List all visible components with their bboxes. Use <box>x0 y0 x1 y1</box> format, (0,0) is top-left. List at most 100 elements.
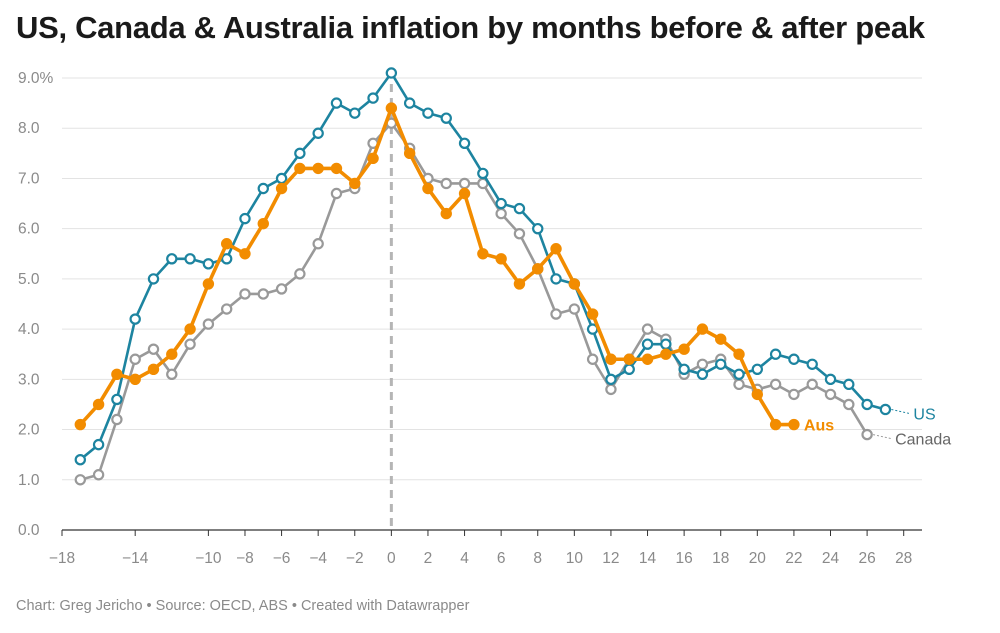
y-tick-label: 3.0 <box>18 371 40 388</box>
series-labels: Canada US Aus <box>804 406 951 448</box>
data-point-us <box>294 147 306 160</box>
data-point-us <box>257 182 269 195</box>
series-line-aus <box>78 106 796 427</box>
data-point-aus <box>788 418 800 431</box>
data-point-aus <box>330 162 343 175</box>
data-point-us <box>861 398 873 411</box>
data-point-canada <box>586 353 599 365</box>
data-point-aus <box>202 278 215 290</box>
data-point-us <box>184 253 196 265</box>
data-point-canada <box>312 238 324 250</box>
data-point-canada <box>550 308 562 320</box>
data-point-canada <box>458 177 471 190</box>
data-point-us <box>623 363 635 375</box>
series-line-us <box>78 71 887 461</box>
data-point-us <box>605 373 617 386</box>
data-point-us <box>715 358 727 370</box>
y-tick-label: 5.0 <box>18 271 40 288</box>
data-point-us <box>641 338 654 350</box>
x-tick-label: −6 <box>273 550 291 567</box>
data-point-us <box>458 137 471 149</box>
data-point-us <box>367 92 379 104</box>
data-point-us <box>879 403 892 416</box>
data-point-aus <box>403 147 416 160</box>
data-point-aus <box>349 177 361 190</box>
data-point-aus <box>166 348 178 360</box>
data-point-canada <box>294 268 306 280</box>
data-point-aus <box>385 102 398 114</box>
data-point-us <box>202 258 215 270</box>
y-tick-label: 4.0 <box>18 321 40 338</box>
data-point-us <box>733 368 745 381</box>
y-tick-label: 7.0 <box>18 170 40 187</box>
x-tick-label: 0 <box>387 550 396 567</box>
data-point-aus <box>220 238 233 250</box>
data-point-canada <box>843 398 855 411</box>
data-point-us <box>330 97 343 109</box>
data-point-aus <box>550 243 562 255</box>
y-tick-label: 1.0 <box>18 472 40 489</box>
series-line-canada <box>78 121 869 482</box>
data-point-us <box>403 97 416 109</box>
data-point-aus <box>532 263 544 275</box>
data-point-us <box>74 453 86 466</box>
data-point-aus <box>696 323 709 335</box>
x-tick-label: −8 <box>236 550 254 567</box>
data-point-us <box>477 167 489 180</box>
data-point-aus <box>184 323 196 335</box>
data-point-canada <box>129 353 141 365</box>
data-point-canada <box>605 383 617 396</box>
data-point-aus <box>660 348 672 360</box>
x-axis: −18 −14 −10 −8 −6 −4 −2 0 2 4 6 8 10 12 14 16 18 20 22 24 26… <box>49 529 922 567</box>
data-point-aus <box>513 278 526 290</box>
x-tick-label: −18 <box>49 550 75 567</box>
chart-title: US, Canada & Australia inflation by mont… <box>16 10 925 45</box>
data-point-us <box>769 348 782 360</box>
y-tick-label: 6.0 <box>18 221 40 238</box>
x-tick-label: −4 <box>309 550 327 567</box>
data-point-aus <box>111 368 123 381</box>
data-point-aus <box>92 398 105 411</box>
data-point-us <box>513 202 526 215</box>
data-point-canada <box>824 388 837 401</box>
data-point-us <box>385 67 398 79</box>
data-point-us <box>495 197 507 210</box>
data-point-us <box>678 363 690 375</box>
data-point-aus <box>751 388 764 401</box>
data-point-canada <box>330 187 343 200</box>
data-point-canada <box>202 318 215 330</box>
data-point-us <box>166 253 178 265</box>
x-tick-label: −10 <box>195 550 222 567</box>
x-tick-label: 26 <box>858 550 875 567</box>
data-point-aus <box>147 363 160 375</box>
data-point-canada <box>641 323 654 335</box>
data-point-aus <box>440 207 452 220</box>
data-point-canada <box>568 303 581 315</box>
x-tick-label: 2 <box>424 550 433 567</box>
data-point-us <box>239 212 251 225</box>
x-tick-label: 8 <box>533 550 542 567</box>
y-tick-label: 9.0% <box>18 70 54 87</box>
data-point-canada <box>513 227 526 240</box>
data-point-canada <box>184 338 196 350</box>
series-label-us: US <box>913 406 935 423</box>
data-point-aus <box>74 418 86 431</box>
data-point-canada <box>92 469 105 481</box>
data-point-us <box>843 378 855 391</box>
x-tick-label: 24 <box>822 550 840 567</box>
data-point-canada <box>111 413 123 426</box>
data-point-canada <box>788 388 800 401</box>
data-point-us <box>220 253 233 265</box>
y-tick-label: 8.0 <box>18 120 40 137</box>
data-point-us <box>788 353 800 365</box>
data-point-canada <box>733 378 745 391</box>
data-point-aus <box>733 348 745 360</box>
data-point-aus <box>294 162 306 175</box>
data-point-aus <box>605 353 617 365</box>
data-point-aus <box>312 162 324 175</box>
data-point-aus <box>458 187 471 200</box>
data-point-canada <box>495 207 507 220</box>
data-point-canada <box>275 283 288 295</box>
data-point-canada <box>861 428 873 441</box>
data-point-us <box>550 273 562 285</box>
